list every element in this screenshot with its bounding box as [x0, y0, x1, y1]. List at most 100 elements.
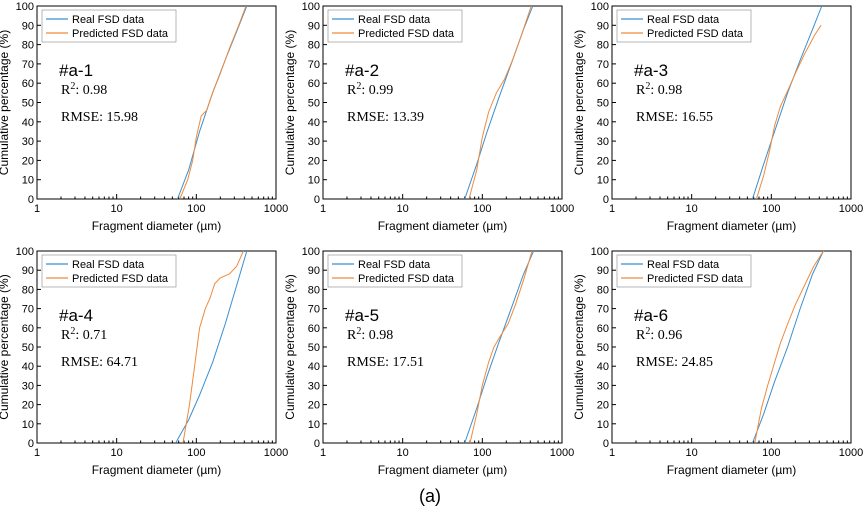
y-tick-label: 20	[22, 400, 34, 412]
series-line-predicted	[468, 5, 532, 200]
y-tick-label: 70	[308, 304, 320, 316]
y-tick-label: 90	[22, 20, 34, 32]
series-line-real	[175, 250, 248, 444]
x-tick-label: 1000	[550, 203, 574, 215]
y-tick-label: 50	[308, 98, 320, 110]
x-tick-label: 1000	[264, 447, 288, 459]
y-tick-label: 40	[22, 361, 34, 373]
y-tick-label: 80	[22, 284, 34, 296]
x-tick-label: 1000	[264, 203, 288, 215]
r2-annotation: R2: 0.98	[347, 326, 393, 343]
panel-tag: #a-1	[59, 61, 93, 80]
series-line-predicted	[755, 25, 822, 200]
y-tick-label: 70	[308, 59, 320, 71]
x-tick-label: 1000	[839, 447, 863, 459]
y-axis-label: Cumulative percentage (%)	[0, 30, 11, 175]
legend-box	[41, 9, 177, 43]
x-tick-label: 10	[111, 203, 123, 215]
legend-entry: Real FSD data	[72, 259, 145, 271]
legend-entry: Predicted FSD data	[647, 28, 744, 40]
y-tick-label: 100	[302, 1, 320, 13]
y-tick-label: 90	[308, 265, 320, 277]
panel-tag: #a-5	[345, 306, 379, 325]
y-tick-label: 0	[28, 438, 34, 450]
y-tick-label: 0	[603, 194, 609, 206]
y-tick-label: 90	[597, 265, 609, 277]
y-axis-label: Cumulative percentage (%)	[572, 30, 586, 175]
x-tick-label: 100	[473, 447, 491, 459]
rmse-annotation: RMSE: 17.51	[347, 355, 424, 370]
rmse-annotation: RMSE: 15.98	[61, 110, 138, 125]
x-axis-label: Fragment diameter (µm)	[378, 463, 508, 477]
y-tick-label: 60	[22, 78, 34, 90]
y-tick-label: 60	[22, 323, 34, 335]
y-tick-label: 100	[16, 246, 34, 258]
legend-entry: Real FSD data	[358, 14, 431, 26]
panel-tag: #a-3	[634, 61, 668, 80]
x-tick-label: 100	[187, 447, 205, 459]
y-tick-label: 100	[591, 246, 609, 258]
y-tick-label: 40	[597, 361, 609, 373]
y-tick-label: 100	[16, 1, 34, 13]
y-tick-label: 10	[22, 175, 34, 187]
y-tick-label: 40	[308, 361, 320, 373]
y-tick-label: 10	[308, 175, 320, 187]
legend-box	[41, 254, 177, 288]
y-tick-label: 50	[597, 98, 609, 110]
y-tick-label: 0	[603, 438, 609, 450]
y-tick-label: 50	[22, 98, 34, 110]
x-tick-label: 1000	[839, 203, 863, 215]
x-tick-label: 1	[320, 447, 326, 459]
x-axis-label: Fragment diameter (µm)	[378, 219, 508, 233]
x-axis-label: Fragment diameter (µm)	[92, 219, 222, 233]
y-tick-label: 60	[597, 78, 609, 90]
y-tick-label: 100	[302, 246, 320, 258]
legend-entry: Real FSD data	[72, 14, 145, 26]
y-tick-label: 100	[591, 1, 609, 13]
series-line-predicted	[754, 250, 824, 444]
series-line-real	[752, 250, 824, 444]
series-line-predicted	[179, 5, 247, 200]
figure-caption: (a)	[419, 486, 441, 506]
y-tick-label: 30	[597, 380, 609, 392]
legend-box	[327, 254, 463, 288]
y-tick-label: 70	[597, 59, 609, 71]
legend-entry: Real FSD data	[647, 259, 720, 271]
y-tick-label: 0	[314, 438, 320, 450]
series-line-predicted	[469, 250, 533, 444]
y-tick-label: 10	[597, 175, 609, 187]
rmse-annotation: RMSE: 64.71	[61, 355, 138, 370]
y-tick-label: 20	[597, 155, 609, 167]
y-tick-label: 60	[308, 323, 320, 335]
y-tick-label: 30	[597, 136, 609, 148]
y-tick-label: 0	[314, 194, 320, 206]
x-tick-label: 10	[686, 203, 698, 215]
x-tick-label: 1	[34, 203, 40, 215]
legend-box	[616, 9, 752, 43]
y-tick-label: 10	[22, 419, 34, 431]
r2-annotation: R2: 0.98	[61, 81, 107, 98]
y-tick-label: 90	[22, 265, 34, 277]
x-tick-label: 100	[762, 203, 780, 215]
y-tick-label: 60	[308, 78, 320, 90]
x-tick-label: 100	[762, 447, 780, 459]
x-tick-label: 1000	[550, 447, 574, 459]
x-tick-label: 1	[320, 203, 326, 215]
y-tick-label: 20	[308, 400, 320, 412]
series-line-real	[464, 5, 534, 200]
legend-entry: Predicted FSD data	[647, 273, 744, 285]
y-tick-label: 40	[597, 117, 609, 129]
y-tick-label: 20	[597, 400, 609, 412]
r2-annotation: R2: 0.96	[636, 326, 682, 343]
panel-tag: #a-4	[59, 306, 93, 325]
legend-box	[616, 254, 752, 288]
y-tick-label: 80	[308, 284, 320, 296]
y-tick-label: 50	[22, 342, 34, 354]
y-tick-label: 70	[22, 59, 34, 71]
y-tick-label: 90	[308, 20, 320, 32]
series-line-real	[752, 5, 823, 200]
